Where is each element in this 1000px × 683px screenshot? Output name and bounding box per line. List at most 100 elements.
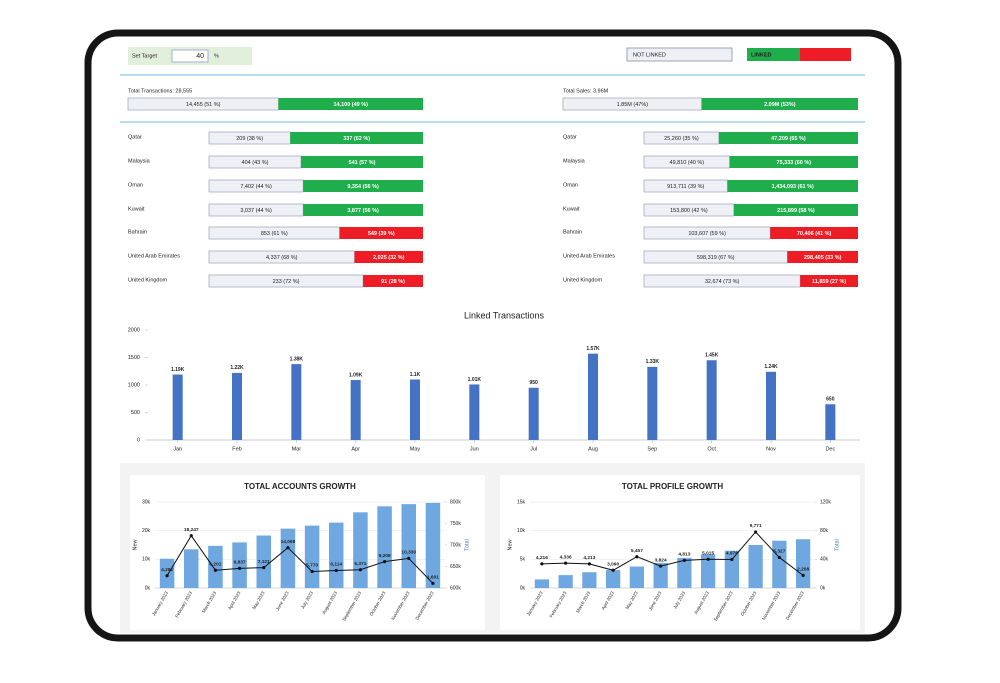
linked-bar bbox=[301, 156, 423, 168]
row-label: Oman bbox=[128, 182, 143, 188]
x-tick-label: Jul bbox=[530, 446, 537, 452]
row-label: Bahrain bbox=[128, 229, 147, 235]
value-label: 4,292 bbox=[161, 567, 173, 573]
not-linked-value: 14,455 (51 %) bbox=[186, 102, 221, 108]
value-label: 1.19K bbox=[171, 367, 185, 373]
bar bbox=[280, 528, 296, 588]
bar bbox=[772, 540, 787, 588]
point bbox=[706, 557, 710, 561]
value-label: 6,114 bbox=[330, 562, 342, 568]
row-label: Bahrain bbox=[563, 229, 582, 235]
value-label: 1,601 bbox=[427, 575, 439, 581]
y2-axis-label: Total bbox=[464, 539, 470, 551]
linked-value: 11,859 (27 %) bbox=[812, 279, 846, 285]
bar bbox=[291, 364, 302, 440]
bar bbox=[528, 387, 539, 440]
value-label: 1.38K bbox=[290, 356, 304, 362]
bar bbox=[184, 549, 199, 588]
y-tick-label: 500 bbox=[131, 410, 140, 416]
row-label: United Arab Emirates bbox=[563, 253, 615, 259]
row-label: Oman bbox=[563, 182, 578, 188]
value-label: 5,327 bbox=[773, 549, 785, 555]
point bbox=[213, 568, 218, 572]
value-label: 950 bbox=[529, 380, 538, 386]
bar bbox=[232, 372, 242, 440]
y2-tick-label: 700k bbox=[450, 542, 461, 548]
point bbox=[730, 557, 734, 562]
bar bbox=[401, 504, 416, 588]
bar bbox=[304, 525, 320, 588]
chart-title: Linked Transactions bbox=[464, 310, 545, 320]
value-label: 5,015 bbox=[702, 551, 714, 557]
linked-value: 91 (28 %) bbox=[381, 279, 405, 285]
point bbox=[801, 573, 805, 577]
linked-bar bbox=[800, 275, 858, 287]
x-tick-label: Jan bbox=[173, 446, 182, 452]
value-label: 1.01K bbox=[468, 377, 482, 383]
value-label: 1.24K bbox=[764, 364, 778, 370]
row-label: Kuwait bbox=[128, 206, 145, 212]
bar bbox=[588, 353, 598, 440]
bar bbox=[172, 374, 183, 440]
value-label: 3,824 bbox=[655, 557, 667, 563]
linked-bar bbox=[718, 132, 858, 144]
point bbox=[165, 574, 169, 578]
row-label: United Kingdom bbox=[128, 277, 168, 283]
value-label: 4,813 bbox=[678, 552, 690, 558]
linked-legend-red bbox=[800, 48, 851, 61]
y-tick-label: 2000 bbox=[128, 327, 140, 333]
point bbox=[635, 555, 639, 559]
not-linked-value: 103,607 (59 %) bbox=[688, 231, 726, 237]
y-tick-label: 0 bbox=[137, 437, 140, 443]
x-tick-label: Jun bbox=[470, 446, 479, 452]
linked-bar bbox=[278, 98, 423, 110]
y2-tick-label: 750k bbox=[450, 521, 461, 527]
point bbox=[310, 569, 314, 574]
y-tick-label: 20k bbox=[142, 528, 151, 534]
bar bbox=[647, 366, 658, 440]
value-label: 5,770 bbox=[306, 563, 318, 569]
target-input[interactable] bbox=[171, 49, 209, 63]
linked-value: 215,899 (58 %) bbox=[777, 208, 815, 214]
point bbox=[777, 555, 781, 560]
row-label: Total Transactions: 28,555 bbox=[128, 88, 192, 94]
value-label: 1.09K bbox=[349, 372, 363, 378]
line bbox=[541, 531, 804, 576]
value-label: 9,771 bbox=[750, 523, 762, 529]
not-linked-label: NOT LINKED bbox=[633, 52, 666, 58]
linked-value: 1,434,093 (61 %) bbox=[772, 184, 814, 190]
linked-bar bbox=[303, 204, 423, 216]
value-label: 4,216 bbox=[536, 555, 548, 561]
point bbox=[286, 546, 290, 550]
y-tick-label: 10k bbox=[142, 557, 151, 563]
y2-tick-label: 120k bbox=[820, 499, 831, 505]
linked-value: 14,100 (49 %) bbox=[333, 102, 368, 108]
value-label: 7,121 bbox=[258, 559, 270, 565]
bar bbox=[410, 379, 420, 440]
bar bbox=[748, 545, 763, 588]
linked-bar bbox=[339, 227, 423, 239]
point bbox=[334, 568, 338, 573]
x-tick-label: May bbox=[410, 446, 421, 452]
not-linked-legend bbox=[626, 47, 733, 62]
y-tick-label: 10k bbox=[517, 528, 526, 534]
y-tick-label: 0k bbox=[145, 585, 151, 591]
row-label: Kuwait bbox=[563, 206, 580, 212]
value-label: 650 bbox=[826, 397, 835, 403]
bar bbox=[353, 512, 368, 588]
point bbox=[189, 534, 193, 538]
linked-bar bbox=[303, 180, 423, 192]
bar bbox=[469, 384, 480, 440]
value-label: 1.57K bbox=[586, 346, 600, 352]
point bbox=[611, 568, 615, 572]
point bbox=[237, 566, 242, 571]
bar bbox=[677, 557, 692, 588]
y-axis-label: New bbox=[507, 539, 513, 550]
y2-tick-label: 40k bbox=[820, 557, 829, 563]
value-label: 1.1K bbox=[410, 372, 421, 378]
bar bbox=[232, 542, 247, 588]
not-linked-value: 25,260 (35 %) bbox=[664, 136, 699, 142]
linked-value: 2,025 (32 %) bbox=[373, 255, 405, 261]
not-linked-value: 1.85M (47%) bbox=[617, 102, 649, 108]
value-label: 6,371 bbox=[354, 561, 366, 567]
